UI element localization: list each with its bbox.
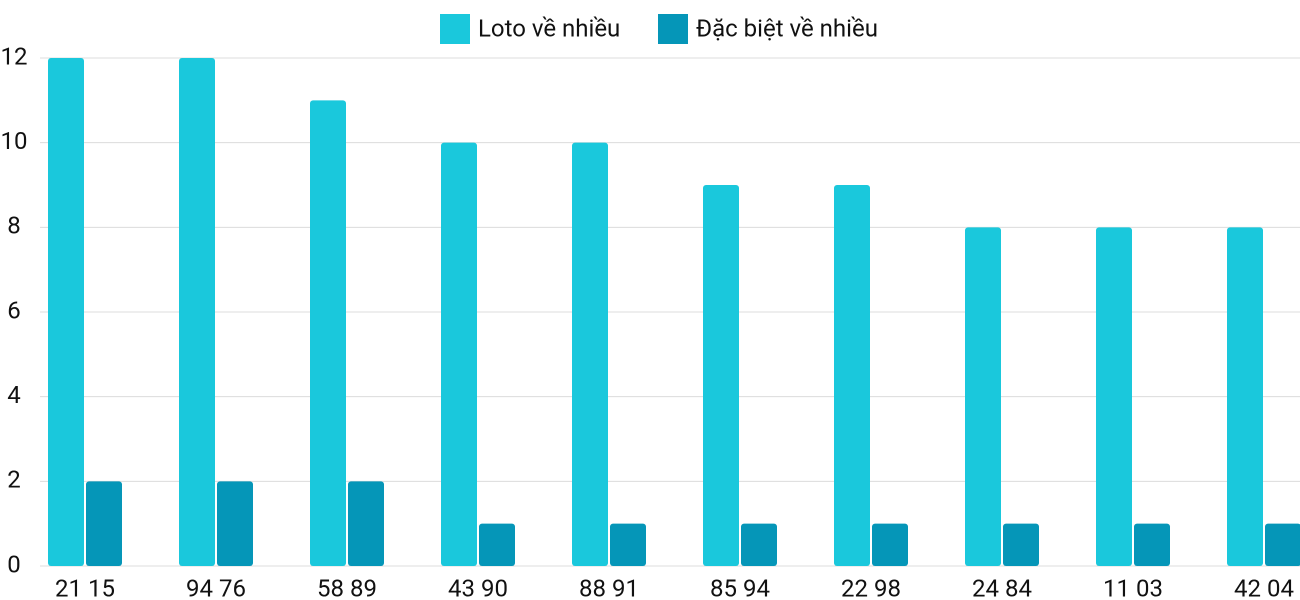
bar <box>965 227 1001 567</box>
legend-swatch <box>440 14 470 44</box>
y-tick-label: 10 <box>1 127 28 155</box>
bar <box>479 523 515 566</box>
x-tick-label: 21 15 <box>55 574 115 600</box>
x-tick-label: 58 89 <box>317 574 377 600</box>
bar <box>348 481 384 566</box>
y-tick-label: 12 <box>1 42 28 70</box>
bar <box>741 523 777 566</box>
bar <box>610 523 646 566</box>
bar <box>1134 523 1170 566</box>
x-tick-label: 43 90 <box>448 574 508 600</box>
x-tick-label: 94 76 <box>186 574 246 600</box>
bar <box>1227 227 1263 567</box>
y-tick-label: 0 <box>7 550 21 578</box>
y-tick-label: 6 <box>7 296 21 324</box>
bar <box>441 142 477 566</box>
bar <box>86 481 122 566</box>
y-tick-label: 2 <box>7 466 21 494</box>
bar <box>703 185 739 566</box>
bar <box>1265 523 1300 566</box>
x-tick-label: 85 94 <box>710 574 770 600</box>
bar <box>1003 523 1039 566</box>
bar <box>179 58 215 566</box>
y-tick-label: 4 <box>7 381 21 409</box>
x-tick-label: 24 84 <box>972 574 1032 600</box>
bar <box>572 142 608 566</box>
x-tick-label: 42 04 <box>1234 574 1294 600</box>
legend-label: Đặc biệt về nhiều <box>696 14 878 42</box>
x-tick-label: 88 91 <box>579 574 639 600</box>
legend-swatch <box>658 14 688 44</box>
y-tick-label: 8 <box>7 212 21 240</box>
bar <box>48 58 84 566</box>
bar <box>310 100 346 566</box>
bar <box>872 523 908 566</box>
bar <box>834 185 870 566</box>
x-tick-label: 11 03 <box>1103 574 1163 600</box>
x-tick-label: 22 98 <box>841 574 901 600</box>
bar <box>1096 227 1132 567</box>
bar <box>217 481 253 566</box>
legend-label: Loto về nhiều <box>478 14 620 42</box>
